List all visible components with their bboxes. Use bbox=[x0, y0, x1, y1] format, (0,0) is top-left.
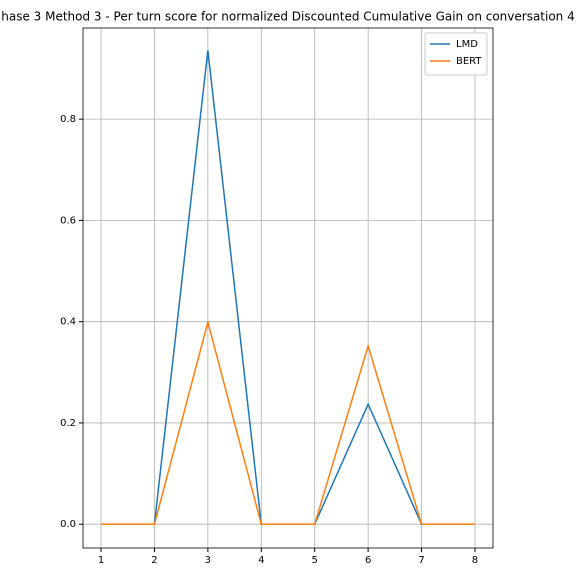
data-line bbox=[101, 319, 475, 525]
x-tick-label: 6 bbox=[365, 555, 371, 566]
y-tick-label: 0.6 bbox=[60, 215, 76, 226]
y-tick-label: 0.8 bbox=[60, 114, 76, 125]
x-tick-label: 8 bbox=[472, 555, 478, 566]
legend-label: BERT bbox=[456, 56, 482, 67]
plot-frame bbox=[82, 27, 494, 549]
y-tick-label: 0.2 bbox=[60, 418, 76, 429]
chart-title: hase 3 Method 3 - Per turn score for nor… bbox=[1, 10, 575, 24]
x-tick-label: 4 bbox=[258, 555, 264, 566]
x-tick-label: 5 bbox=[312, 555, 318, 566]
x-tick-label: 3 bbox=[205, 555, 211, 566]
x-tick-label: 2 bbox=[151, 555, 157, 566]
legend-label: LMD bbox=[456, 39, 478, 50]
y-tick-label: 0.0 bbox=[60, 519, 76, 530]
x-tick-label: 1 bbox=[98, 555, 104, 566]
x-tick-label: 7 bbox=[418, 555, 424, 566]
y-tick-label: 0.4 bbox=[60, 317, 76, 328]
